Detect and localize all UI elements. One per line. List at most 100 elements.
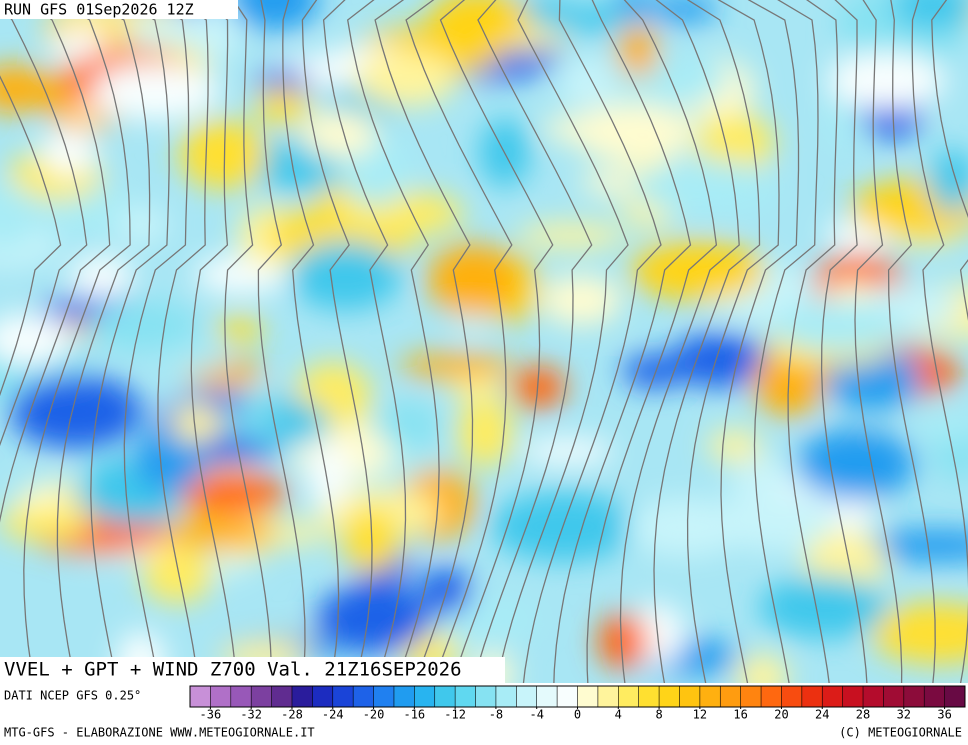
- colorbar-tick-label: 24: [815, 708, 829, 722]
- colorbar-tick-label: 12: [693, 708, 707, 722]
- field-blob: [90, 62, 220, 120]
- colorbar-tick-label: 8: [655, 708, 662, 722]
- colorbar-tick-label: -24: [322, 708, 344, 722]
- colorbar-swatch: [801, 686, 823, 707]
- colorbar-swatch: [434, 686, 456, 707]
- colorbar-swatch: [659, 686, 680, 707]
- field-blob: [528, 5, 636, 33]
- colorbar-swatch: [251, 686, 272, 707]
- colorbar-swatch: [455, 686, 476, 707]
- field-blob: [520, 438, 615, 465]
- field-blob: [516, 223, 627, 249]
- field-blob: [707, 429, 763, 463]
- field-blob: [254, 88, 311, 125]
- streamline: [653, 0, 761, 683]
- colorbar-swatch: [720, 686, 741, 707]
- colorbar-swatch: [863, 686, 884, 707]
- colorbar-swatch: [761, 686, 782, 707]
- field-blob: [116, 205, 169, 244]
- streamline: [887, 0, 936, 683]
- colorbar-swatch: [475, 686, 497, 707]
- streamline: [23, 0, 131, 683]
- colorbar-tick-label: -20: [363, 708, 385, 722]
- wind-streamlines: [0, 0, 968, 683]
- colorbar-swatch: [373, 686, 395, 707]
- colorbar-tick-label: 4: [615, 708, 622, 722]
- field-blob: [308, 440, 351, 511]
- field-blob: [9, 375, 143, 449]
- streamline: [522, 0, 662, 683]
- field-blob: [913, 408, 968, 442]
- field-blob: [670, 333, 769, 388]
- field-blob: [0, 314, 73, 365]
- colorbar-tick-label: 0: [574, 708, 581, 722]
- streamline: [405, 0, 513, 683]
- streamline: [90, 0, 170, 683]
- streamline: [439, 0, 554, 683]
- colorbar-swatch: [781, 686, 803, 707]
- field-blob: [891, 0, 968, 31]
- field-blob: [625, 497, 747, 557]
- field-blob: [627, 163, 777, 211]
- colorbar-swatch: [495, 686, 517, 707]
- streamline: [0, 5, 88, 447]
- field-blob: [216, 316, 264, 344]
- field-blob: [170, 404, 224, 443]
- colorbar-swatch: [414, 686, 436, 707]
- streamline: [931, 0, 968, 321]
- streamline: [346, 0, 440, 683]
- field-blob: [87, 301, 201, 351]
- streamline: [257, 0, 306, 683]
- map-title: VVEL + GPT + WIND Z700 Val. 21Z16SEP2026: [4, 659, 462, 681]
- field-blob: [827, 51, 946, 109]
- field-blob: [870, 602, 968, 664]
- field-blob: [771, 300, 902, 353]
- colorbar-swatch: [312, 686, 334, 707]
- colorbar-swatch: [190, 686, 211, 707]
- colorbar-swatch: [230, 686, 252, 707]
- streamline: [301, 0, 373, 683]
- field-blob: [374, 402, 443, 448]
- run-label-box: [0, 0, 238, 19]
- colorbar-swatch: [924, 686, 945, 707]
- streamline: [0, 75, 62, 397]
- field-blob: [353, 50, 458, 107]
- colorbar-tick-label: 20: [774, 708, 788, 722]
- colorbar-swatch: [577, 686, 599, 707]
- field-blob: [712, 492, 840, 551]
- colorbar-swatch: [740, 686, 762, 707]
- colorbar-tick-label: -28: [281, 708, 303, 722]
- field-blob: [179, 119, 267, 190]
- streamline: [854, 0, 903, 683]
- streamline: [472, 0, 593, 683]
- field-blob: [929, 148, 968, 213]
- colorbar-swatch: [291, 686, 313, 707]
- field-blob: [511, 366, 566, 409]
- field-blob: [96, 502, 175, 524]
- field-blob: [597, 613, 648, 670]
- streamline: [56, 0, 151, 683]
- field-blob: [490, 491, 638, 562]
- colorbar-tick-label: -32: [240, 708, 262, 722]
- colorbar-swatch: [679, 686, 701, 707]
- colorbar-swatch: [638, 686, 660, 707]
- colorbar-swatch: [516, 686, 538, 707]
- colorbar-swatch: [536, 686, 558, 707]
- field-blob: [288, 241, 402, 311]
- colorbar-swatch: [597, 686, 619, 707]
- streamline: [496, 0, 629, 683]
- streamline: [157, 0, 209, 683]
- field-blob: [220, 412, 277, 434]
- field-blob: [177, 472, 288, 515]
- streamline: [586, 0, 718, 683]
- field-blob: [827, 280, 875, 307]
- colorbar-tick-label: 16: [733, 708, 747, 722]
- streamline: [820, 0, 868, 683]
- streamline: [787, 0, 839, 683]
- colorbar-swatch: [353, 686, 374, 707]
- field-blob: [735, 653, 789, 683]
- streamline: [911, 0, 968, 683]
- colorbar-tick-label: 28: [856, 708, 870, 722]
- colorbar-swatch: [332, 686, 354, 707]
